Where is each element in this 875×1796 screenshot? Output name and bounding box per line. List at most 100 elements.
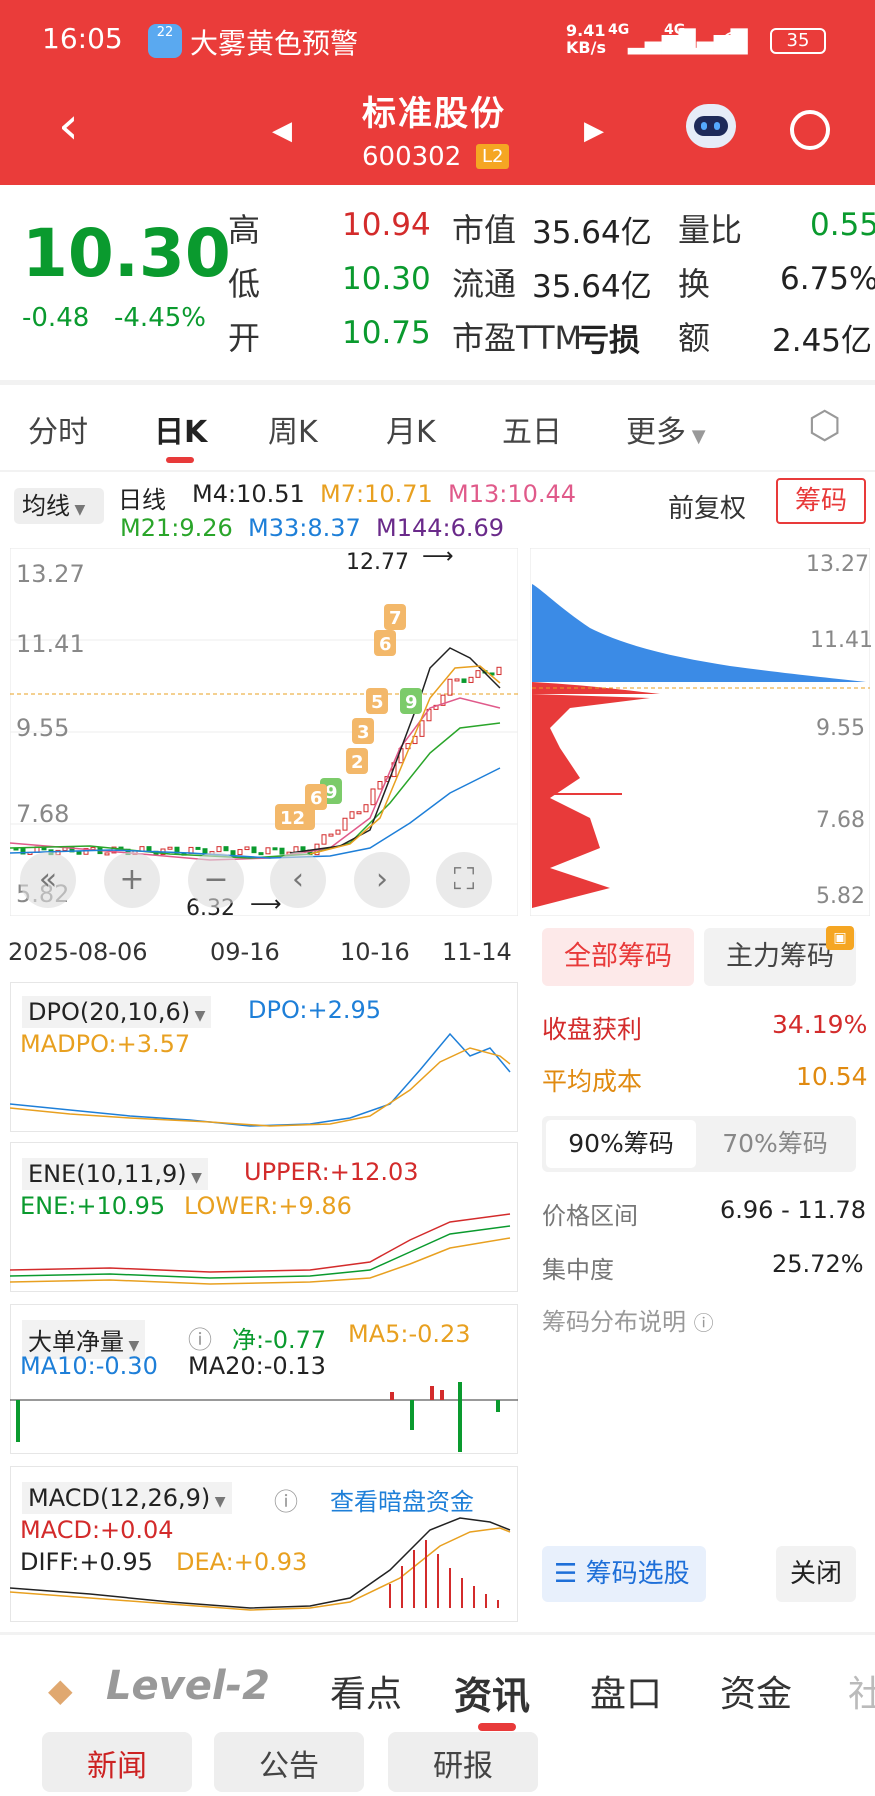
stock-title: 标准股份 <box>362 94 506 134</box>
level2-brand[interactable]: Level-2 <box>106 1663 270 1709</box>
candle <box>321 834 327 845</box>
close-chip-button[interactable]: 关闭 <box>776 1546 856 1602</box>
dpo-selector[interactable]: DPO(20,10,6) ▼ <box>22 996 212 1028</box>
ma-m13: M13:10.44 <box>448 480 577 508</box>
float-label: 流通 <box>452 265 517 303</box>
chevron-down-icon: ▼ <box>686 426 706 447</box>
chip-explain-link[interactable]: 筹码分布说明 ⓘ <box>542 1308 714 1336</box>
nav-highlights[interactable]: 看点 <box>330 1674 403 1715</box>
flow-ma5: MA5:-0.23 <box>348 1320 471 1348</box>
tab-weekly-k[interactable]: 周K <box>268 415 318 450</box>
ma-m144: M144:6.69 <box>376 514 505 542</box>
fullscreen-icon[interactable]: ⛶ <box>436 852 492 908</box>
chip-ytick-2: 11.41 <box>810 628 873 653</box>
high-value: 10.94 <box>342 207 431 243</box>
prev-stock-icon[interactable]: ◀ <box>272 116 292 146</box>
tab-intraday[interactable]: 分时 <box>28 415 88 450</box>
tab-70-pct[interactable]: 70%筹码 <box>722 1129 828 1158</box>
chip-select-button[interactable]: ☰ 筹码选股 <box>542 1546 706 1602</box>
tab-monthly-k[interactable]: 月K <box>386 415 436 450</box>
svg-text:9: 9 <box>325 782 338 803</box>
svg-text:12: 12 <box>280 808 305 829</box>
flow-chart <box>10 1382 518 1452</box>
kline-chart[interactable]: 7 6 5 3 2 9 9 6 12 <box>10 548 518 916</box>
max-arrow-icon: ⟶ <box>422 544 454 569</box>
date-3: 10-16 <box>340 938 410 966</box>
candle <box>272 847 278 851</box>
concentration-label: 集中度 <box>542 1256 614 1284</box>
ma-selector[interactable]: 均线 ▼ <box>14 488 104 524</box>
profit-label: 收盘获利 <box>542 1015 643 1044</box>
signal-markers: 7 6 5 3 2 9 9 6 12 <box>275 604 422 830</box>
concentration-value: 25.72% <box>772 1250 864 1278</box>
ma-m21: M21:9.26 <box>120 514 233 542</box>
nav-funds[interactable]: 资金 <box>720 1674 793 1715</box>
macd-selector[interactable]: MACD(12,26,9) ▼ <box>22 1482 232 1514</box>
search-icon[interactable] <box>790 110 830 150</box>
date-4: 11-14 <box>442 938 512 966</box>
chevron-down-icon: ▼ <box>70 502 86 518</box>
step-right-icon[interactable]: › <box>354 852 410 908</box>
tab-daily-k[interactable]: 日K <box>154 415 208 450</box>
candle <box>496 666 502 676</box>
dpo-panel <box>10 982 518 1132</box>
macd-chart <box>10 1517 511 1611</box>
nav-orderbook[interactable]: 盘口 <box>590 1674 663 1715</box>
settings-hex-icon[interactable]: ⬡ <box>808 403 842 447</box>
nav-news[interactable]: 资讯 <box>454 1674 531 1718</box>
lock-icon: ▣ <box>826 926 854 950</box>
robot-assistant-icon[interactable] <box>686 104 736 148</box>
weather-warning: 大雾黄色预警 <box>190 27 359 60</box>
current-price: 10.30 <box>22 215 231 292</box>
madpo-value: MADPO:+3.57 <box>20 1030 191 1058</box>
zoom-out-icon[interactable]: − <box>188 852 244 908</box>
tab-90-pct[interactable]: 90%筹码 <box>546 1120 696 1168</box>
avg-cost-value: 10.54 <box>796 1062 868 1091</box>
flow-ma20: MA20:-0.13 <box>188 1352 326 1380</box>
amount-value: 2.45亿 <box>772 323 873 359</box>
chip-news[interactable]: 新闻 <box>42 1732 192 1792</box>
mcap-value: 35.64亿 <box>532 215 652 251</box>
chip-research[interactable]: 研报 <box>388 1732 538 1792</box>
date-2: 09-16 <box>210 938 280 966</box>
wifi-icon: ◠ <box>720 24 747 59</box>
dark-pool-link[interactable]: 查看暗盘资金 <box>330 1488 474 1516</box>
help-icon-2[interactable]: ⓘ <box>274 1488 298 1516</box>
help-icon[interactable]: ⓘ <box>188 1326 212 1354</box>
back-icon[interactable]: ‹ <box>58 96 79 156</box>
ma33-line <box>10 767 501 859</box>
mcap-label: 市值 <box>452 211 517 249</box>
header: 16:05 22 大雾黄色预警 9.41 KB/s 4G ▂▄▆█ 4G ▂▄▆█… <box>0 0 875 185</box>
tab-more[interactable]: 更多 ▼ <box>626 415 706 450</box>
kline-ytick-1: 13.27 <box>16 560 85 588</box>
amount-label: 额 <box>678 319 711 357</box>
price-range-label: 价格区间 <box>542 1202 638 1230</box>
ene-selector[interactable]: ENE(10,11,9) ▼ <box>22 1158 208 1190</box>
tab-all-chips[interactable]: 全部筹码 <box>542 928 694 986</box>
nav-community[interactable]: 社 <box>848 1674 875 1715</box>
candle <box>454 678 460 682</box>
flow-ma10: MA10:-0.30 <box>20 1352 158 1380</box>
chip-toggle-button[interactable]: 筹码 <box>776 478 866 524</box>
candle <box>300 846 306 851</box>
tab-five-day[interactable]: 五日 <box>502 415 562 450</box>
zoom-in-icon[interactable]: + <box>104 852 160 908</box>
diff-value: DIFF:+0.95 <box>20 1548 153 1576</box>
ene-mid: ENE:+10.95 <box>20 1192 166 1220</box>
adjust-mode[interactable]: 前复权 <box>668 494 747 524</box>
next-stock-icon[interactable]: ▶ <box>584 116 604 146</box>
candle <box>349 811 355 819</box>
float-value: 35.64亿 <box>532 269 652 305</box>
flow-selector[interactable]: 大单净量 ▼ <box>22 1320 146 1359</box>
chip-announcements[interactable]: 公告 <box>214 1732 364 1792</box>
active-tab-indicator <box>166 457 194 463</box>
ene-chart <box>10 1213 511 1285</box>
candle <box>475 670 481 678</box>
step-left-icon[interactable]: ‹ <box>270 852 326 908</box>
ene-upper: UPPER:+12.03 <box>244 1158 419 1186</box>
svg-text:2: 2 <box>351 752 364 773</box>
kline-ytick-2: 11.41 <box>16 630 85 658</box>
open-label: 开 <box>228 319 261 357</box>
period-tabs: 分时 日K 周K 月K 五日 更多 ▼ ⬡ <box>0 385 875 470</box>
scroll-left-icon[interactable]: « <box>20 852 76 908</box>
